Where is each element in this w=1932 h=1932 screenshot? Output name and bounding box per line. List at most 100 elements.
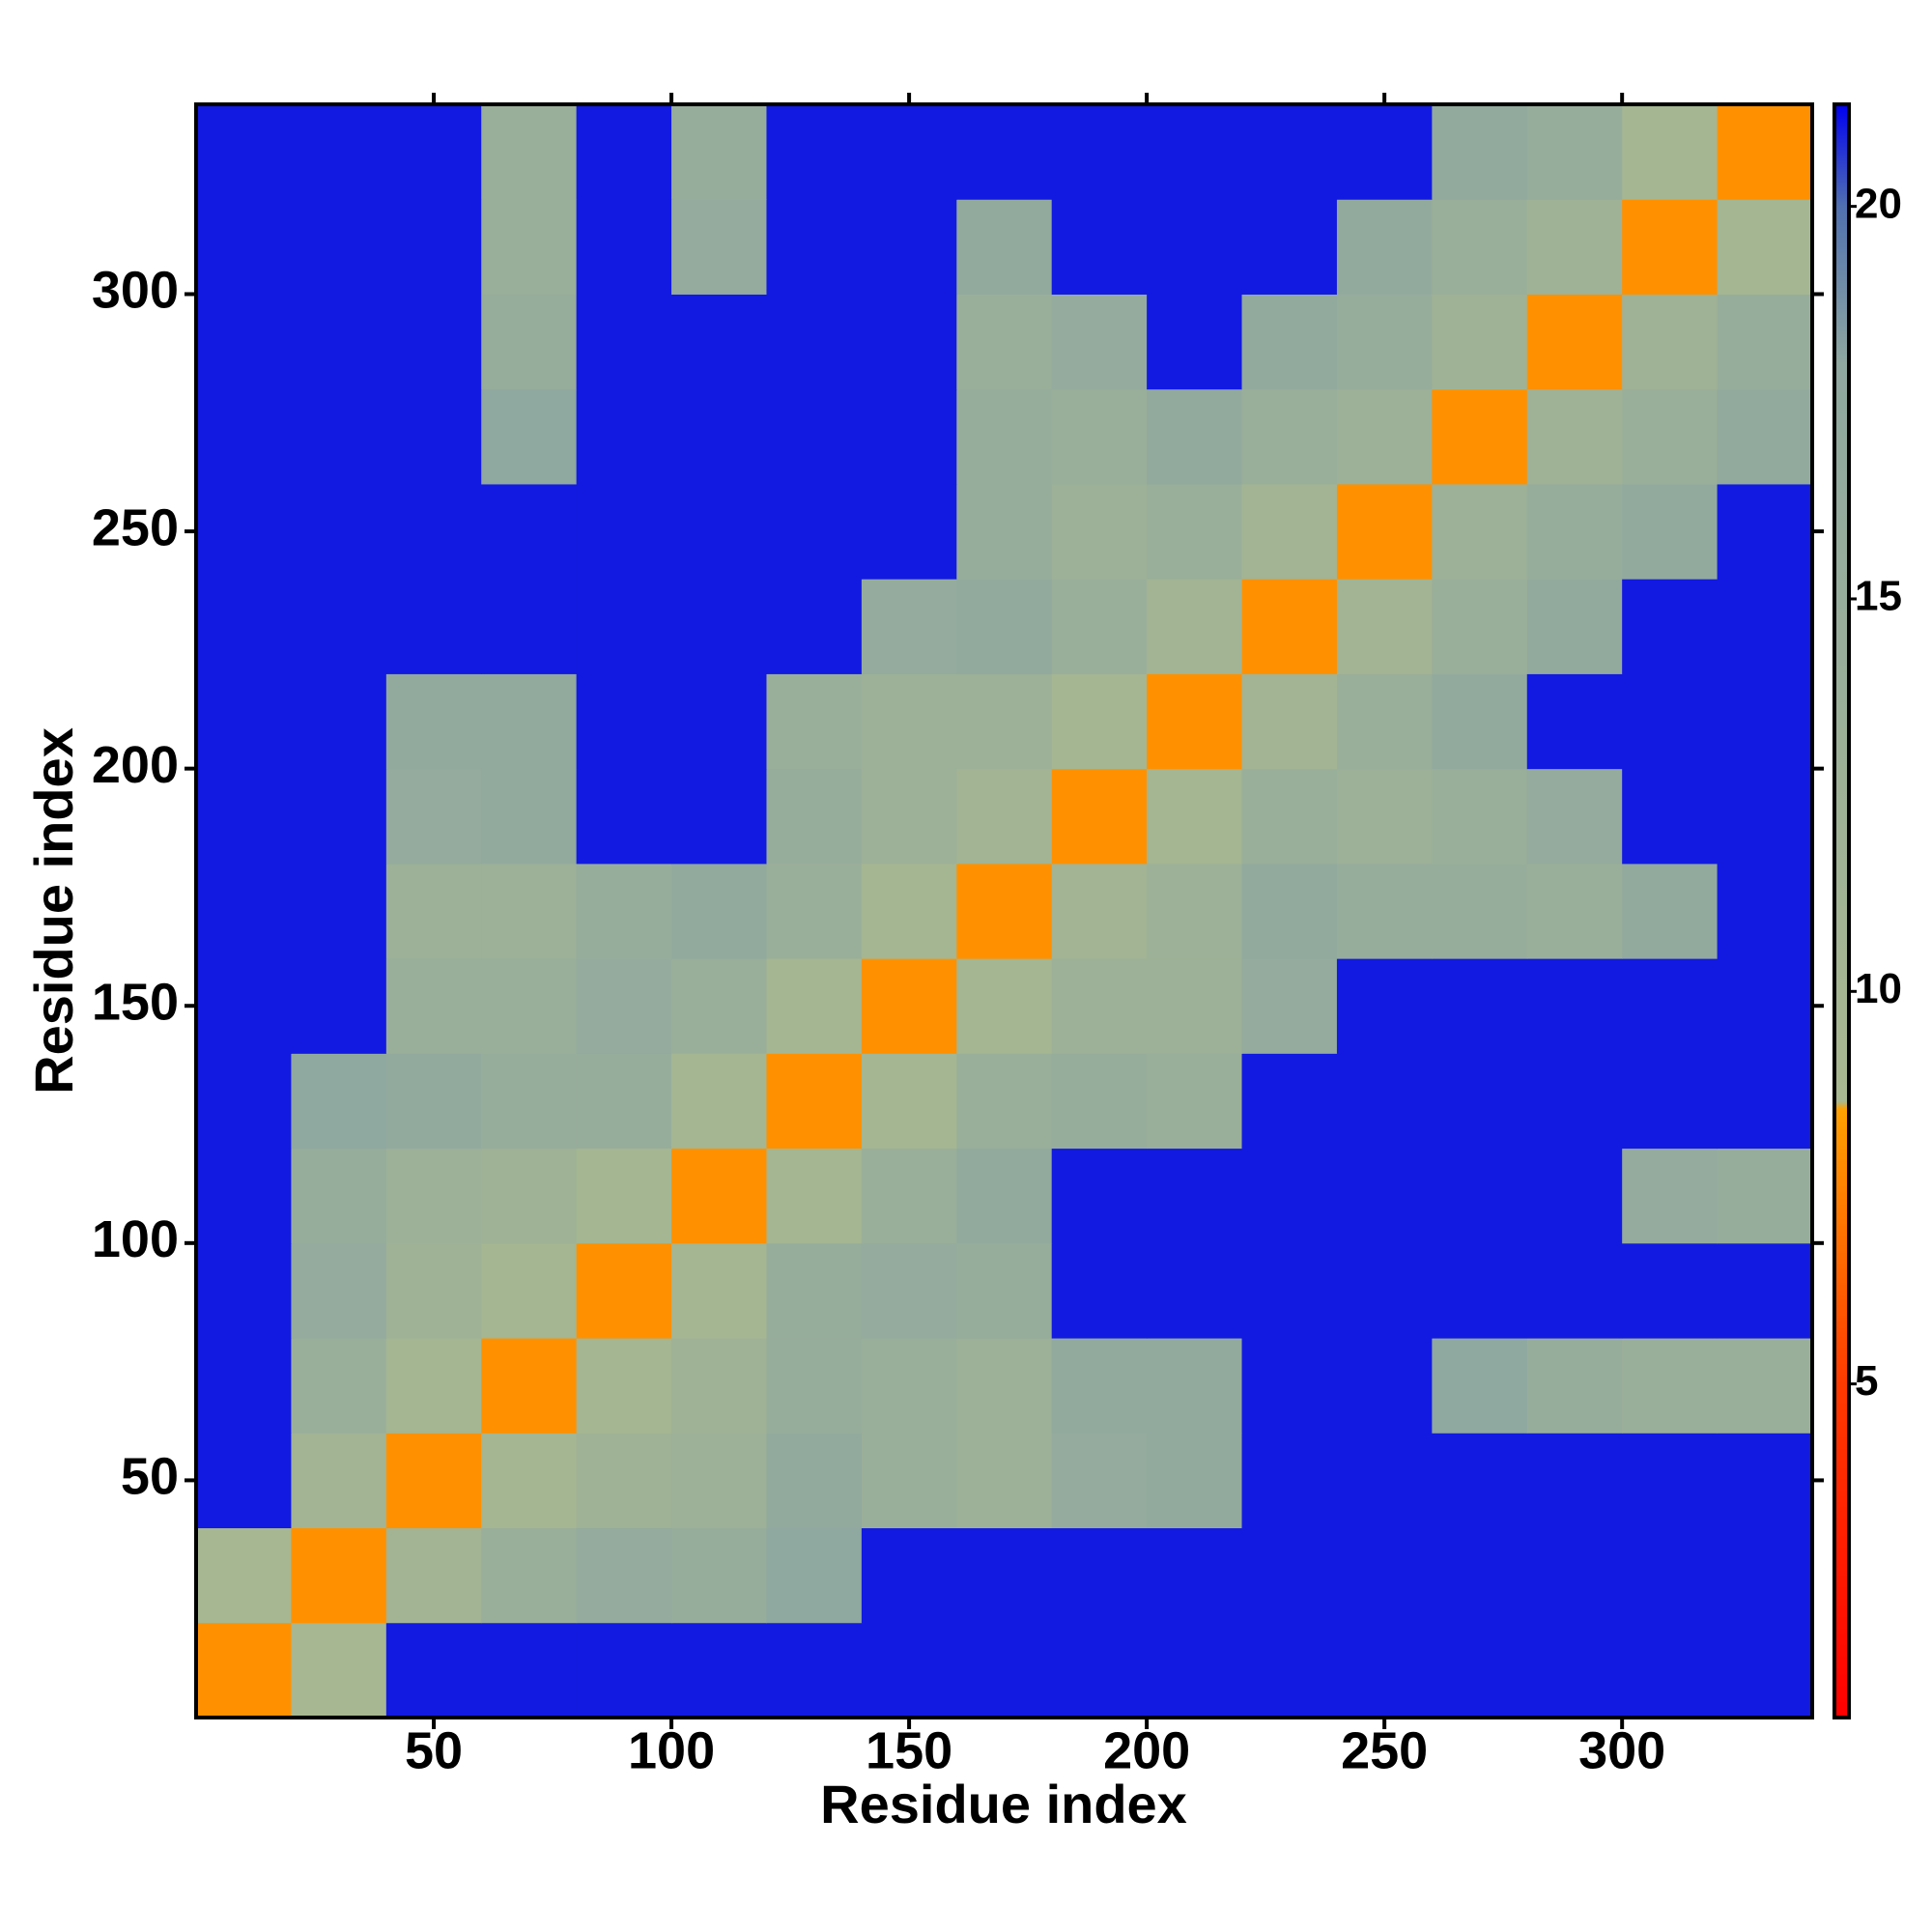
heatmap-cell (1241, 388, 1338, 485)
heatmap-cell (1622, 1338, 1719, 1434)
y-tick-label: 250 (92, 498, 179, 556)
heatmap-cell (861, 1338, 957, 1434)
heatmap-cell (1147, 1433, 1243, 1529)
heatmap-cell (956, 1622, 1053, 1719)
heatmap-cell (766, 1433, 863, 1529)
heatmap-cell (1526, 1148, 1623, 1244)
heatmap-cell (1336, 1338, 1433, 1434)
heatmap-cell (1147, 1148, 1243, 1244)
heatmap-cell (291, 1053, 387, 1150)
heatmap-cell (576, 1622, 672, 1719)
heatmap-cell (671, 104, 767, 200)
heatmap-cell (196, 863, 292, 959)
heatmap-cell (861, 768, 957, 865)
heatmap-cell (1717, 1053, 1813, 1150)
heatmap-cell (1432, 104, 1528, 200)
x-tick-label: 250 (1341, 1721, 1428, 1779)
heatmap-cell (1717, 1242, 1813, 1339)
heatmap-cell (1147, 199, 1243, 295)
heatmap-cell (766, 483, 863, 580)
plot-frame (194, 102, 1814, 1719)
heatmap-cell (385, 1053, 482, 1150)
heatmap-cell (1336, 1242, 1433, 1339)
heatmap-cell (196, 483, 292, 580)
heatmap-cell (481, 863, 578, 959)
heatmap-cell (196, 199, 292, 295)
heatmap-cell (385, 1242, 482, 1339)
heatmap-cell (1147, 768, 1243, 865)
heatmap-cell (291, 1527, 387, 1624)
heatmap-cell (766, 958, 863, 1054)
heatmap-cell (291, 579, 387, 674)
heatmap-cell (1622, 958, 1719, 1054)
heatmap-cell (481, 199, 578, 295)
heatmap-cell (481, 1433, 578, 1529)
heatmap-cell (1622, 1242, 1719, 1339)
heatmap-cell (861, 1053, 957, 1150)
heatmap-cell (196, 388, 292, 485)
heatmap-cell (671, 388, 767, 485)
heatmap-cell (861, 863, 957, 959)
heatmap-cell (1051, 199, 1148, 295)
heatmap-cell (291, 863, 387, 959)
heatmap-cell (671, 1622, 767, 1719)
heatmap-cell (1717, 1433, 1813, 1529)
heatmap-cell (1526, 104, 1623, 200)
heatmap-cell (1147, 863, 1243, 959)
heatmap-cell (1432, 1148, 1528, 1244)
heatmap-cell (576, 1242, 672, 1339)
heatmap-cell (1051, 388, 1148, 485)
heatmap-cell (481, 104, 578, 200)
heatmap-cell (1526, 1433, 1623, 1529)
heatmap-cell (481, 388, 578, 485)
heatmap-cell (1717, 388, 1813, 485)
heatmap-cell (481, 1622, 578, 1719)
heatmap-cell (861, 1433, 957, 1529)
heatmap-cell (1051, 579, 1148, 674)
heatmap-cell (1241, 673, 1338, 770)
heatmap-cell (766, 673, 863, 770)
heatmap-cell (671, 483, 767, 580)
heatmap-cell (1147, 294, 1243, 390)
heatmap-cell (576, 768, 672, 865)
heatmap-cell (861, 958, 957, 1054)
heatmap-cell (291, 388, 387, 485)
heatmap-cell (576, 863, 672, 959)
heatmap-cell (481, 1053, 578, 1150)
heatmap-cell (1336, 958, 1433, 1054)
heatmap-cell (1717, 579, 1813, 674)
heatmap-cell (385, 768, 482, 865)
heatmap-cell (481, 1527, 578, 1624)
heatmap-cell (1432, 768, 1528, 865)
heatmap-cell (291, 483, 387, 580)
heatmap-cell (1147, 1053, 1243, 1150)
heatmap-cell (576, 199, 672, 295)
heatmap-cell (1432, 1433, 1528, 1529)
heatmap-cell (481, 294, 578, 390)
heatmap-cell (291, 1148, 387, 1244)
y-tick-label: 300 (92, 262, 179, 320)
heatmap-cell (671, 1338, 767, 1434)
heatmap-cell (385, 579, 482, 674)
heatmap-cell (1526, 863, 1623, 959)
heatmap-cell (671, 1148, 767, 1244)
heatmap-cell (1336, 579, 1433, 674)
heatmap-cell (1526, 1527, 1623, 1624)
heatmap-cell (1336, 1433, 1433, 1529)
heatmap-cell (576, 1338, 672, 1434)
heatmap-cell (1336, 483, 1433, 580)
heatmap-cell (1051, 1433, 1148, 1529)
heatmap-cell (481, 1338, 578, 1434)
heatmap-cell (385, 104, 482, 200)
heatmap-cell (956, 958, 1053, 1054)
heatmap-cell (1241, 1242, 1338, 1339)
heatmap-cell (671, 1527, 767, 1624)
heatmap-cell (956, 1527, 1053, 1624)
heatmap-cell (385, 863, 482, 959)
heatmap-cell (671, 863, 767, 959)
heatmap-cell (1526, 1338, 1623, 1434)
heatmap-cell (291, 1433, 387, 1529)
heatmap-cell (1147, 579, 1243, 674)
